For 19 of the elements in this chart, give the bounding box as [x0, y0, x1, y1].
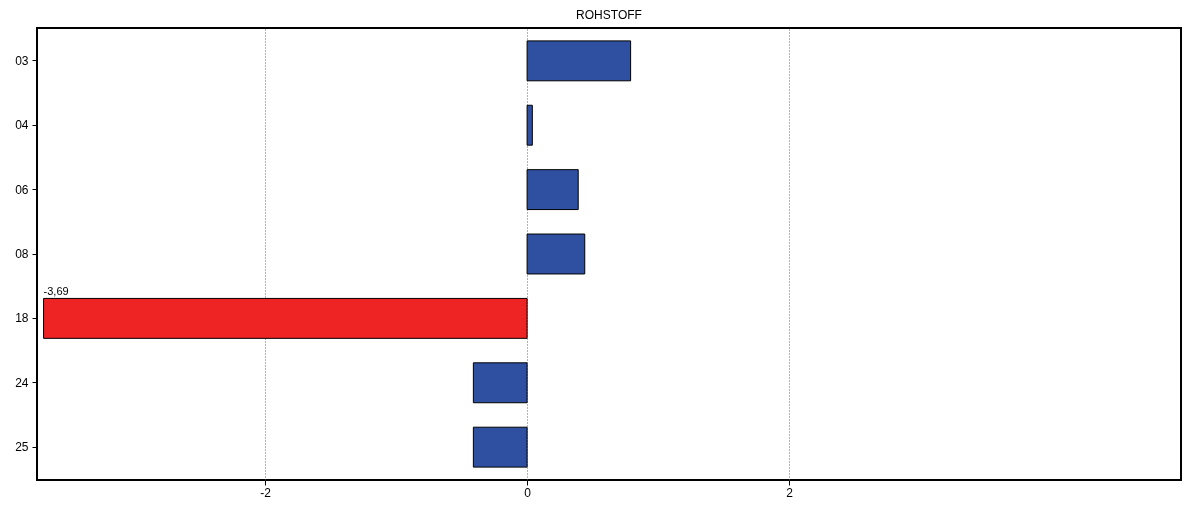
data-label: -3,69	[43, 285, 69, 298]
bar	[526, 233, 586, 275]
bar	[526, 104, 533, 146]
chart-title: ROHSTOFF	[576, 8, 642, 22]
y-tick-label: 03	[15, 53, 29, 68]
y-tick-label: 04	[15, 118, 29, 133]
bar	[472, 362, 528, 404]
x-tick-label: 0	[524, 485, 532, 500]
y-tick-label: 08	[15, 247, 29, 261]
bar	[526, 40, 632, 82]
y-tick-label: 24	[15, 375, 29, 390]
y-tick-label: 18	[15, 311, 29, 326]
bar	[43, 297, 528, 339]
x-tick-label: 2	[786, 485, 794, 500]
x-tick-label: -2	[260, 485, 272, 500]
bar	[526, 169, 579, 211]
bar	[472, 426, 528, 468]
y-tick-label: 06	[15, 182, 29, 197]
y-tick-label: 25	[15, 440, 29, 455]
